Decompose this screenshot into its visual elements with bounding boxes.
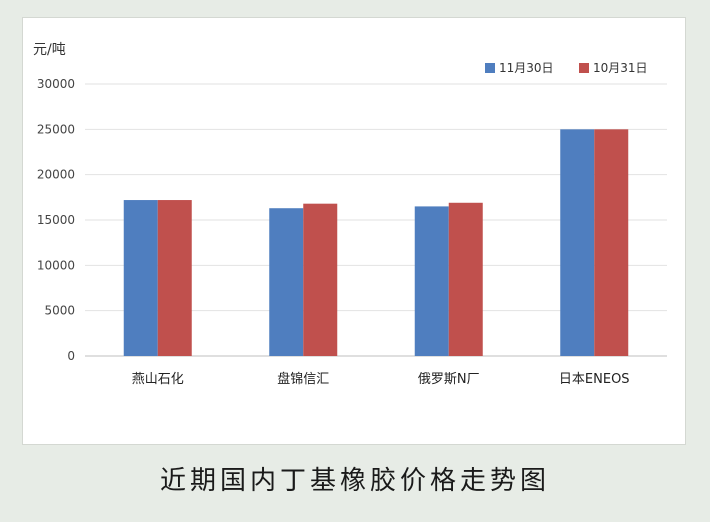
bar-2-0 bbox=[414, 206, 449, 356]
category-label: 俄罗斯N厂 bbox=[418, 372, 480, 387]
legend-swatch bbox=[485, 63, 495, 73]
y-tick-label: 15000 bbox=[37, 213, 75, 227]
y-tick-label: 5000 bbox=[44, 304, 75, 318]
bar-0-1 bbox=[157, 200, 192, 356]
category-label: 盘锦信汇 bbox=[277, 371, 329, 387]
y-axis-ticks: 0 5000 10000 15000 20000 25000 30000 bbox=[37, 77, 75, 363]
bars bbox=[123, 129, 629, 356]
legend-swatch bbox=[579, 63, 589, 73]
legend-entry: 11月30日 bbox=[499, 61, 554, 75]
x-axis-labels: 燕山石化 盘锦信汇 俄罗斯N厂 日本ENEOS bbox=[132, 371, 630, 387]
y-tick-label: 30000 bbox=[37, 77, 75, 91]
legend-entry: 10月31日 bbox=[593, 61, 648, 75]
bar-1-1 bbox=[303, 203, 338, 356]
bar-2-1 bbox=[448, 202, 483, 356]
category-label: 日本ENEOS bbox=[559, 372, 630, 387]
chart-caption: 近期国内丁基橡胶价格走势图 bbox=[159, 466, 550, 496]
y-tick-label: 0 bbox=[67, 349, 75, 363]
legend: 11月30日 10月31日 bbox=[485, 61, 648, 75]
y-tick-label: 10000 bbox=[37, 258, 75, 272]
bar-chart: 0 5000 10000 15000 20000 25000 30000 燕山石化 盘锦信汇 俄… bbox=[33, 42, 667, 387]
y-axis-unit: 元/吨 bbox=[33, 42, 66, 58]
bar-3-1 bbox=[594, 129, 629, 356]
y-tick-label: 25000 bbox=[37, 122, 75, 136]
category-label: 燕山石化 bbox=[132, 372, 184, 387]
chart-frame: 0 5000 10000 15000 20000 25000 30000 燕山石化 盘锦信汇 俄… bbox=[22, 17, 686, 445]
bar-1-0 bbox=[269, 208, 304, 356]
bar-3-0 bbox=[560, 129, 595, 356]
y-tick-label: 20000 bbox=[37, 168, 75, 182]
bar-0-0 bbox=[123, 200, 158, 356]
